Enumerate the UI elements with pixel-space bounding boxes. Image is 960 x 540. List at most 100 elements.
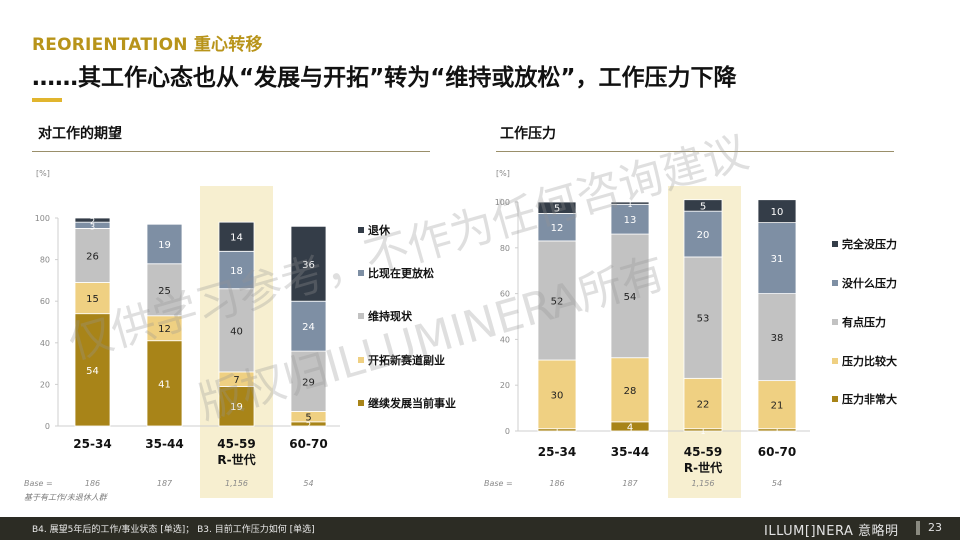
- right-legend-label: 压力比较大: [842, 354, 897, 368]
- right-data-label: 28: [624, 386, 637, 397]
- left-data-label: 36: [302, 260, 315, 271]
- left-data-label: 19: [158, 240, 171, 251]
- left-data-label: 41: [158, 379, 171, 390]
- left-bar-segment: [74, 282, 111, 315]
- left-bar-segment: [218, 250, 255, 290]
- footer-question-text: B4. 展望5年后的工作/事业状态 [单选]； B3. 目前工作压力如何 [单选…: [32, 525, 315, 535]
- left-legend-label: 开拓新赛道副业: [368, 353, 445, 367]
- left-base-value: 187: [157, 479, 173, 488]
- right-data-label: 20: [697, 230, 710, 241]
- left-base-value: 54: [303, 479, 313, 488]
- right-bar-segment: [610, 201, 650, 205]
- right-legend-swatch: [832, 319, 838, 325]
- right-data-label: 21: [771, 401, 784, 412]
- left-bar-segment: [146, 223, 183, 265]
- right-base-value: 186: [549, 479, 564, 488]
- left-legend-swatch: [358, 357, 364, 363]
- right-data-label: 1: [627, 200, 632, 209]
- right-bar-segment: [537, 213, 577, 242]
- left-data-label: 19: [230, 402, 243, 413]
- right-data-label: 1: [554, 427, 559, 436]
- left-bar-segment: [146, 340, 183, 427]
- right-data-label: 5: [700, 201, 706, 212]
- right-category-label: 25-34: [538, 445, 576, 459]
- left-y-tick-label: 40: [40, 339, 50, 348]
- left-chart-heading: 对工作的期望: [38, 126, 122, 142]
- left-data-label: 26: [86, 251, 99, 262]
- right-unit-label: [%]: [496, 169, 510, 178]
- right-data-label: 30: [551, 390, 564, 401]
- brand-logo: ILLUM[]NERA 意略明: [764, 524, 899, 539]
- right-bar-segment: [683, 256, 723, 379]
- right-y-tick-label: 60: [500, 290, 510, 299]
- right-bar-segment: [537, 201, 577, 214]
- left-legend-swatch: [358, 270, 364, 276]
- left-base-value: 1,156: [225, 479, 248, 488]
- right-legend-swatch: [832, 280, 838, 286]
- left-base-label: Base =: [24, 479, 53, 488]
- right-legend-swatch: [832, 241, 838, 247]
- right-data-label: 53: [697, 314, 710, 325]
- footer-bar: B4. 展望5年后的工作/事业状态 [单选]； B3. 目前工作压力如何 [单选…: [0, 517, 960, 540]
- right-data-label: 22: [697, 400, 710, 411]
- left-data-label: 25: [158, 286, 171, 297]
- right-category-label: 35-44: [611, 445, 649, 459]
- right-category-sublabel: R-世代: [684, 460, 722, 475]
- left-legend-label: 维持现状: [368, 309, 413, 323]
- left-data-label: 24: [302, 322, 315, 333]
- right-legend-swatch: [832, 358, 838, 364]
- left-legend-swatch: [358, 400, 364, 406]
- right-y-tick-label: 20: [500, 381, 510, 390]
- right-bar-segment: [757, 380, 797, 430]
- left-legend-label: 退休: [368, 223, 391, 237]
- left-bar-segment: [290, 225, 327, 302]
- left-base-value: 186: [85, 479, 100, 488]
- right-y-tick-label: 0: [505, 427, 510, 436]
- right-bar-segment: [537, 359, 577, 430]
- left-data-label: 7: [233, 375, 239, 386]
- right-data-label: 1: [774, 427, 779, 436]
- right-legend-label: 有点压力: [842, 315, 886, 329]
- left-category-label: 25-34: [73, 437, 111, 451]
- right-bar-segment: [683, 377, 723, 430]
- left-category-label: 35-44: [145, 437, 183, 451]
- right-data-label: 38: [771, 333, 784, 344]
- right-chart-rule: [496, 151, 894, 152]
- left-unit-label: [%]: [36, 169, 50, 178]
- right-base-value: 187: [622, 479, 638, 488]
- left-bar-segment: [218, 221, 255, 252]
- left-y-tick-label: 20: [40, 380, 50, 389]
- left-stacked-bar-chart: [%]0204060801005415263225-34186411225193…: [24, 169, 456, 498]
- right-bar-segment: [537, 240, 577, 361]
- right-category-label: 60-70: [758, 445, 796, 459]
- right-data-label: 1: [700, 427, 705, 436]
- left-category-sublabel: R-世代: [217, 452, 255, 467]
- left-bar-segment: [290, 350, 327, 412]
- right-data-label: 13: [624, 215, 637, 226]
- right-legend-label: 完全没压力: [842, 237, 897, 251]
- right-category-label: 45-59: [684, 445, 722, 459]
- page-number-marker: [916, 521, 920, 535]
- page-number: 23: [928, 521, 942, 534]
- title-accent-bar: [32, 98, 62, 102]
- right-legend-label: 没什么压力: [842, 276, 897, 290]
- right-data-label: 10: [771, 207, 784, 218]
- right-base-value: 54: [772, 479, 782, 488]
- right-data-label: 52: [551, 296, 564, 307]
- base-footnote: 基于有工作/未退休人群: [24, 493, 107, 502]
- left-data-label: 3: [90, 222, 95, 231]
- right-base-value: 1,156: [692, 479, 715, 488]
- left-y-tick-label: 100: [35, 214, 50, 223]
- right-data-label: 54: [624, 292, 637, 303]
- page-title: ……其工作心态也从“发展与开拓”转为“维持或放松”，工作压力下降: [32, 65, 737, 91]
- right-bar-segment: [683, 199, 723, 212]
- left-legend-swatch: [358, 227, 364, 233]
- left-data-label: 15: [86, 294, 99, 305]
- right-legend-label: 压力非常大: [842, 392, 897, 406]
- left-chart-rule: [32, 151, 430, 152]
- section-tag: REORIENTATION 重心转移: [32, 35, 263, 55]
- left-category-label: 60-70: [289, 437, 327, 451]
- left-category-label: 45-59: [217, 437, 255, 451]
- left-legend-label: 继续发展当前事业: [368, 396, 456, 410]
- left-y-tick-label: 60: [40, 297, 50, 306]
